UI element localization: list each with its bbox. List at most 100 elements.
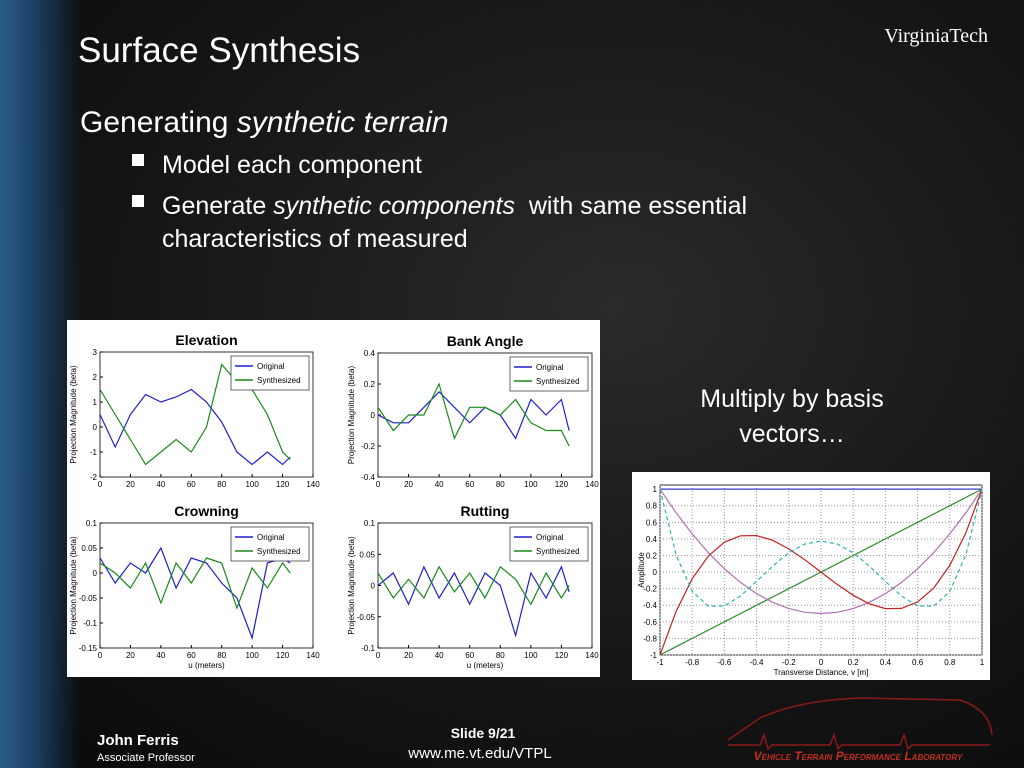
background-edge [0, 0, 80, 768]
legend-label: Original [536, 363, 564, 372]
series-line [377, 565, 570, 638]
x-tick-label: 120 [276, 651, 290, 660]
y-axis-label: Projection Magnitude (beta) [69, 536, 78, 635]
x-axis-label: Transverse Distance, v [m] [774, 668, 869, 677]
series-line [659, 488, 983, 656]
y-tick-label: 0 [653, 568, 658, 577]
x-tick-label: 80 [496, 651, 505, 660]
legend-label: Synthesized [257, 376, 301, 385]
y-tick-label: -0.8 [643, 634, 657, 643]
bullet-text: characteristics of measured [162, 225, 468, 253]
y-tick-label: 0.05 [359, 550, 375, 559]
legend-label: Original [536, 533, 564, 542]
x-tick-label: 60 [465, 651, 474, 660]
x-tick-label: 140 [306, 480, 320, 489]
legend-label: Synthesized [536, 377, 580, 386]
y-axis-label: Projection Magnitude (beta) [347, 366, 356, 465]
lab-logo: Vehicle Terrain Performance Laboratory [754, 749, 963, 763]
plot-title: Bank Angle [447, 333, 524, 349]
y-tick-label: -0.2 [643, 585, 657, 594]
y-axis-label: Projection Magnitude (beta) [69, 365, 78, 464]
x-tick-label: -0.8 [685, 658, 699, 667]
bullet-italic: synthetic components [273, 192, 515, 220]
y-tick-label: 0.2 [646, 551, 658, 560]
y-tick-label: -0.2 [361, 442, 375, 451]
bullet-text: Model each component [162, 151, 422, 179]
y-tick-label: 0 [371, 411, 376, 420]
legend-label: Synthesized [257, 547, 301, 556]
slide-number: Slide 9/21 [451, 725, 516, 741]
x-tick-label: 140 [585, 480, 599, 489]
x-tick-label: 0 [98, 480, 103, 489]
series-line [377, 565, 570, 606]
bullet [132, 154, 144, 166]
logo: VirginiaTech [884, 25, 988, 47]
y-tick-label: 3 [93, 348, 98, 357]
y-tick-label: -0.05 [357, 613, 376, 622]
heading-italic: synthetic terrain [237, 106, 449, 139]
series-line [659, 488, 983, 615]
y-tick-label: -0.6 [643, 618, 657, 627]
y-tick-label: 1 [93, 398, 98, 407]
author-role: Associate Professor [97, 752, 195, 764]
x-tick-label: 100 [524, 480, 538, 489]
series-line [99, 363, 291, 466]
bullet-text: with same essential [515, 192, 747, 220]
y-tick-label: 0.1 [364, 519, 376, 528]
y-tick-label: 0.1 [86, 519, 98, 528]
series-line [377, 382, 570, 447]
y-tick-label: 0.2 [364, 380, 376, 389]
author-name: John Ferris [97, 732, 179, 749]
x-axis-label: u (meters) [188, 661, 225, 670]
x-tick-label: 80 [217, 651, 226, 660]
x-tick-label: 40 [435, 651, 444, 660]
y-axis-label: Amplitude [637, 552, 646, 588]
series-line [377, 390, 570, 440]
x-tick-label: 40 [156, 480, 165, 489]
x-tick-label: 0 [376, 651, 381, 660]
legend-label: Synthesized [536, 547, 580, 556]
x-tick-label: 0.2 [848, 658, 860, 667]
y-tick-label: -1 [650, 651, 658, 660]
legend [230, 526, 310, 562]
series-line [99, 546, 291, 641]
x-tick-label: 20 [404, 480, 413, 489]
x-tick-label: 20 [126, 651, 135, 660]
y-axis-label: Projection Magnitude (beta) [347, 536, 356, 635]
y-tick-label: -0.1 [361, 644, 375, 653]
y-tick-label: 0.4 [364, 349, 376, 358]
y-tick-label: 1 [653, 485, 658, 494]
legend-label: Original [257, 362, 285, 371]
series-line [99, 388, 291, 466]
y-tick-label: 0.6 [646, 518, 658, 527]
x-tick-label: 60 [465, 480, 474, 489]
x-tick-label: 100 [245, 480, 259, 489]
bullet-text: Generate synthetic components with same … [162, 192, 747, 220]
y-tick-label: 0 [93, 423, 98, 432]
x-tick-label: -0.6 [718, 658, 732, 667]
x-tick-label: -0.4 [750, 658, 764, 667]
x-tick-label: 40 [156, 651, 165, 660]
y-tick-label: -0.4 [361, 473, 375, 482]
y-tick-label: -0.4 [643, 601, 657, 610]
title: Surface Synthesis [78, 31, 360, 70]
bullet [132, 195, 144, 207]
x-tick-label: 20 [126, 480, 135, 489]
x-tick-label: 0 [819, 658, 824, 667]
legend [509, 526, 589, 562]
x-tick-label: 20 [404, 651, 413, 660]
callout: vectors… [739, 420, 845, 448]
x-tick-label: 0.6 [912, 658, 924, 667]
y-tick-label: 0.4 [646, 535, 658, 544]
y-tick-label: 2 [93, 373, 98, 382]
callout: Multiply by basis [700, 385, 883, 413]
x-tick-label: 60 [187, 480, 196, 489]
legend [230, 355, 310, 391]
legend-label: Original [257, 533, 285, 542]
url: www.me.vt.edu/VTPL [407, 745, 551, 762]
x-tick-label: -0.2 [782, 658, 796, 667]
x-tick-label: 0.4 [880, 658, 892, 667]
x-tick-label: 80 [496, 480, 505, 489]
